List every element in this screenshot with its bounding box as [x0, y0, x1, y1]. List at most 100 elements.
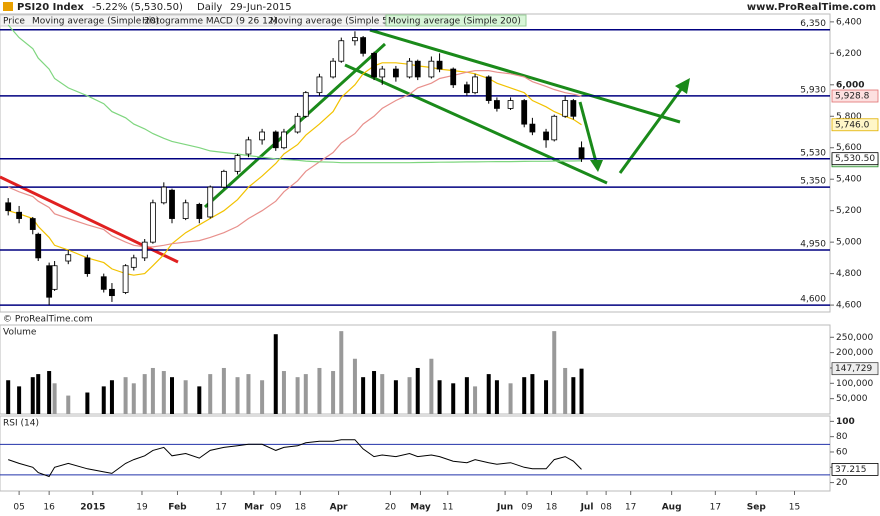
trend-line: [369, 28, 681, 124]
candle-body: [100, 276, 107, 290]
candle-body: [316, 76, 323, 94]
volume-bar: [339, 331, 344, 414]
x-tick-label: Apr: [330, 503, 348, 513]
candle-body: [141, 241, 148, 259]
volume-bar: [246, 374, 251, 414]
x-tick-label: 05: [13, 503, 24, 513]
candle-body: [220, 170, 227, 188]
x-tick-label: 15: [789, 503, 800, 513]
trend-line: [344, 63, 608, 185]
volume-bar: [579, 368, 584, 414]
x-tick-label: 09: [521, 503, 533, 513]
volume-value-label: 147,729: [835, 364, 872, 374]
candle-body: [472, 76, 478, 94]
volume-bar: [131, 383, 136, 414]
candle-body: [182, 202, 189, 219]
volume-bar: [530, 374, 535, 414]
y-tick-label: 100,000: [836, 379, 873, 389]
candle-body: [51, 265, 58, 290]
volume-bar: [464, 377, 469, 414]
candle-body: [330, 60, 336, 78]
candle-body: [414, 60, 421, 78]
x-tick-label: 18: [295, 503, 307, 513]
candle-body: [122, 265, 129, 293]
volume-bar: [295, 377, 300, 414]
candle-body: [485, 76, 492, 101]
x-tick-label: 19: [136, 503, 148, 513]
volume-bar: [30, 377, 35, 414]
price-panel: [0, 13, 831, 313]
y-tick-label: 5,800: [836, 112, 862, 122]
copyright: © ProRealTime.com: [3, 315, 93, 325]
x-tick-label: Mar: [244, 503, 264, 513]
x-tick-label: 11: [442, 503, 453, 513]
x-tick-label: Aug: [662, 503, 682, 513]
volume-bar: [101, 386, 106, 414]
candle-body: [5, 202, 12, 212]
volume-bar: [235, 377, 240, 414]
arrow-head: [590, 160, 603, 172]
y-tick-label: 50,000: [836, 394, 868, 404]
volume-bar: [393, 380, 398, 414]
volume-bar: [451, 383, 456, 414]
candle-body: [302, 92, 309, 117]
volume-bar: [415, 367, 420, 414]
period: Daily: [197, 2, 222, 13]
price-value-label: 5,530.50: [835, 154, 875, 164]
candle-body: [543, 131, 549, 141]
level-label: 6,350: [800, 19, 826, 29]
rsi-label: RSI (14): [3, 419, 39, 429]
volume-bar: [552, 331, 557, 414]
volume-bar: [380, 374, 385, 414]
y-tick-label: 6,400: [836, 17, 862, 27]
volume-bar: [161, 371, 166, 414]
x-tick-label: 08: [600, 503, 612, 513]
candle-body: [281, 131, 287, 149]
volume-bar: [317, 367, 322, 414]
candle-body: [436, 60, 443, 70]
candle-body: [207, 186, 214, 218]
date: 29-Jun-2015: [230, 2, 292, 13]
volume-bar: [571, 377, 576, 414]
legend-swatch: [385, 14, 527, 27]
y-tick-label: 5,400: [836, 175, 862, 185]
x-tick-label: 18: [546, 503, 558, 513]
candle-body: [352, 37, 358, 42]
candle-body: [65, 254, 72, 262]
volume-value-box: [831, 362, 879, 376]
volume-bar: [407, 377, 412, 414]
x-tick-label: 17: [215, 503, 226, 513]
level-label: 5,530: [800, 148, 826, 158]
level-label: 5,930: [800, 85, 826, 95]
candle-body: [160, 186, 167, 204]
arrow: [578, 101, 598, 163]
y-tick-label: 4,600: [836, 301, 862, 311]
x-tick-label: May: [410, 503, 431, 513]
legend-entry: Moving average (Simple 20): [32, 17, 159, 27]
candle-body: [463, 84, 470, 94]
candle-body: [507, 100, 514, 109]
y-tick-label: 20: [836, 478, 848, 488]
candle-body: [578, 147, 585, 160]
volume-bar: [52, 383, 57, 414]
volume-bar: [47, 371, 52, 414]
candle-body: [130, 257, 137, 268]
ma-line: [8, 62, 582, 276]
ma-value-label: 5,746.0: [835, 120, 870, 130]
ma-value-box: [831, 118, 879, 132]
volume-bar: [281, 371, 286, 414]
y-tick-label: 250,000: [836, 333, 873, 343]
level-label: 4,600: [800, 295, 826, 305]
y-tick-label: 6,000: [836, 80, 864, 90]
candle-body: [16, 211, 23, 219]
volume-bar: [486, 374, 491, 414]
rsi-value-box: [831, 463, 879, 476]
site: www.ProRealTime.com: [747, 2, 876, 13]
volume-bar: [372, 371, 377, 414]
x-tick-label: Sep: [747, 503, 767, 513]
volume-bar: [494, 380, 499, 414]
price-value-box: [831, 152, 879, 166]
x-tick-label: 20: [385, 503, 397, 513]
volume-bar: [522, 377, 527, 414]
x-tick-label: 17: [625, 503, 636, 513]
